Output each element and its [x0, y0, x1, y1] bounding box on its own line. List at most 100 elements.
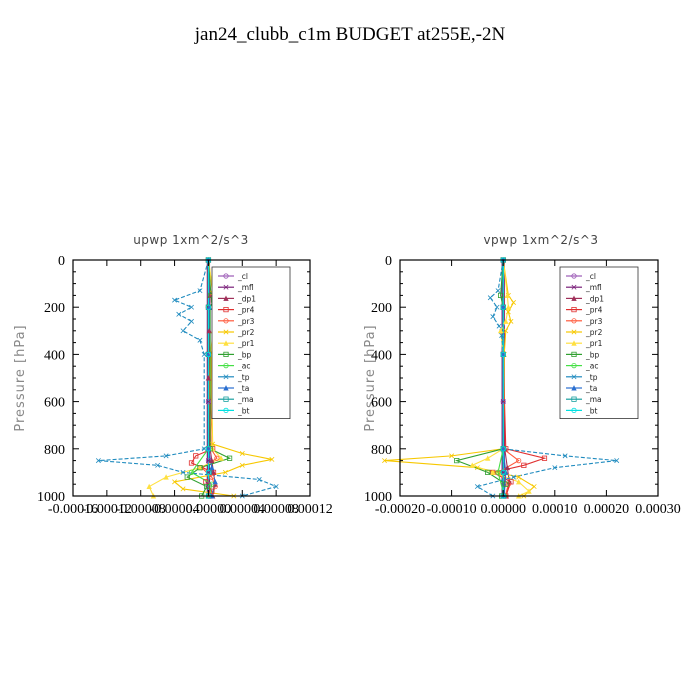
legend-marker: [571, 329, 577, 335]
x-tick-label: 0.00030: [635, 502, 681, 517]
legend-item-label: _pr3: [585, 317, 603, 326]
y-axis-label-upwp: Pressure [hPa]: [13, 324, 28, 431]
legend-item-label: _tp: [237, 373, 250, 382]
data-point-tp: [95, 458, 101, 464]
data-point-pr4: [188, 460, 195, 466]
y-tick-label: 800: [44, 443, 65, 458]
data-point-pr3: [214, 455, 220, 461]
legend-marker: [223, 273, 229, 279]
y-tick-label: 800: [371, 443, 392, 458]
legend-item-label: _mfl: [585, 283, 602, 292]
panel-vpwp: vpwp 1xm^2/s^3 Pressure [hPa] 0 200 400 600…: [363, 233, 681, 517]
data-point-pr1: [485, 455, 491, 461]
data-point-bp: [204, 483, 210, 490]
legend-item-label: _ta: [237, 384, 249, 393]
data-point-pr3: [516, 457, 522, 464]
legend-item-label: _ma: [237, 395, 254, 404]
data-point-pr1: [505, 304, 512, 310]
legend-item-label: _tp: [585, 373, 598, 382]
data-point-pr1: [503, 318, 509, 324]
data-point-tp: [474, 484, 480, 490]
data-point-bt: [500, 446, 506, 452]
data-point-tp: [172, 297, 178, 303]
y-tick-label: 600: [44, 396, 65, 411]
x-tick-label: 0.00020: [584, 502, 630, 517]
data-point-dp1: [209, 457, 215, 464]
data-point-tp: [494, 304, 500, 310]
legend-marker: [223, 340, 229, 346]
data-point-tp: [163, 453, 169, 459]
data-point-pr2: [269, 456, 275, 462]
data-point-dp1: [210, 469, 217, 475]
legend-item-label: _ma: [585, 395, 602, 404]
data-point-pr2: [505, 309, 511, 315]
data-point-tp: [189, 304, 194, 310]
data-point-bt: [500, 469, 506, 475]
legend-item-label: _bt: [237, 406, 250, 415]
data-point-tp: [201, 446, 207, 452]
data-point-tp: [562, 453, 568, 459]
data-point-pr2: [511, 299, 517, 305]
data-point-bp: [485, 469, 491, 476]
data-point-dp1: [206, 327, 212, 334]
legend-marker: [223, 407, 229, 413]
legend-item-label: _dp1: [237, 294, 256, 303]
legend-marker: [571, 396, 577, 402]
legend-marker: [223, 329, 229, 335]
data-point-pr2: [382, 458, 388, 464]
data-point-tp: [180, 469, 186, 475]
x-tick-label: -0.00010: [427, 502, 477, 517]
data-point-bp: [184, 474, 190, 480]
data-point-pr2: [449, 453, 455, 459]
data-point-pr1: [504, 292, 511, 298]
data-point-dp1: [504, 464, 511, 471]
data-point-pr4: [521, 462, 527, 468]
data-point-pr2: [210, 441, 216, 447]
data-point-bt: [205, 351, 212, 357]
y-tick-label: 0: [385, 254, 392, 269]
y-axis-label-vpwp: Pressure [hPa]: [363, 324, 378, 431]
data-point-pr2: [474, 465, 480, 471]
data-point-mfl: [205, 399, 211, 405]
x-tick-label: 0.00010: [532, 502, 578, 517]
data-point-pr1: [497, 327, 504, 334]
data-point-tp: [176, 311, 182, 317]
legend-item-label: _pr4: [585, 306, 603, 315]
data-point-pr2: [516, 474, 522, 480]
legend-marker: [571, 284, 577, 290]
legend-item-label: _ac: [237, 362, 250, 371]
data-point-pr2: [222, 469, 228, 475]
data-point-pr1: [469, 462, 475, 468]
legend-item-label: _cl: [237, 272, 248, 281]
data-point-tp: [189, 318, 194, 324]
panel-title-vpwp: vpwp 1xm^2/s^3: [483, 233, 598, 247]
data-point-pr4: [193, 453, 199, 459]
data-point-tp: [256, 476, 262, 482]
figure-title: jan24_clubb_c1m BUDGET at255E,-2N: [194, 24, 506, 45]
data-point-bt: [205, 469, 212, 475]
data-point-tp: [197, 337, 203, 343]
data-point-tp: [552, 465, 558, 471]
data-point-bp: [498, 292, 504, 299]
data-point-pr1: [146, 483, 152, 490]
y-tick-label: 200: [44, 301, 65, 316]
data-point-tp: [487, 295, 493, 301]
data-point-pr4: [541, 455, 548, 461]
legend-item-label: _dp1: [585, 294, 604, 303]
legend-marker: [223, 284, 229, 290]
legend-marker: [223, 306, 229, 313]
data-point-tp: [490, 314, 496, 320]
data-point-cl: [205, 398, 212, 405]
data-point-pr2: [503, 328, 509, 334]
legend-marker: [223, 351, 229, 358]
legend-marker: [223, 385, 229, 391]
data-point-pr3: [212, 483, 218, 490]
legend-item-label: _bt: [585, 406, 598, 415]
legend-marker: [223, 318, 229, 324]
y-tick-label: 400: [44, 348, 65, 363]
data-point-pr2: [172, 479, 178, 485]
legend-item-label: _ac: [585, 362, 598, 371]
legend-marker: [571, 273, 577, 279]
data-point-tp: [499, 333, 505, 339]
legend-marker: [571, 306, 577, 313]
